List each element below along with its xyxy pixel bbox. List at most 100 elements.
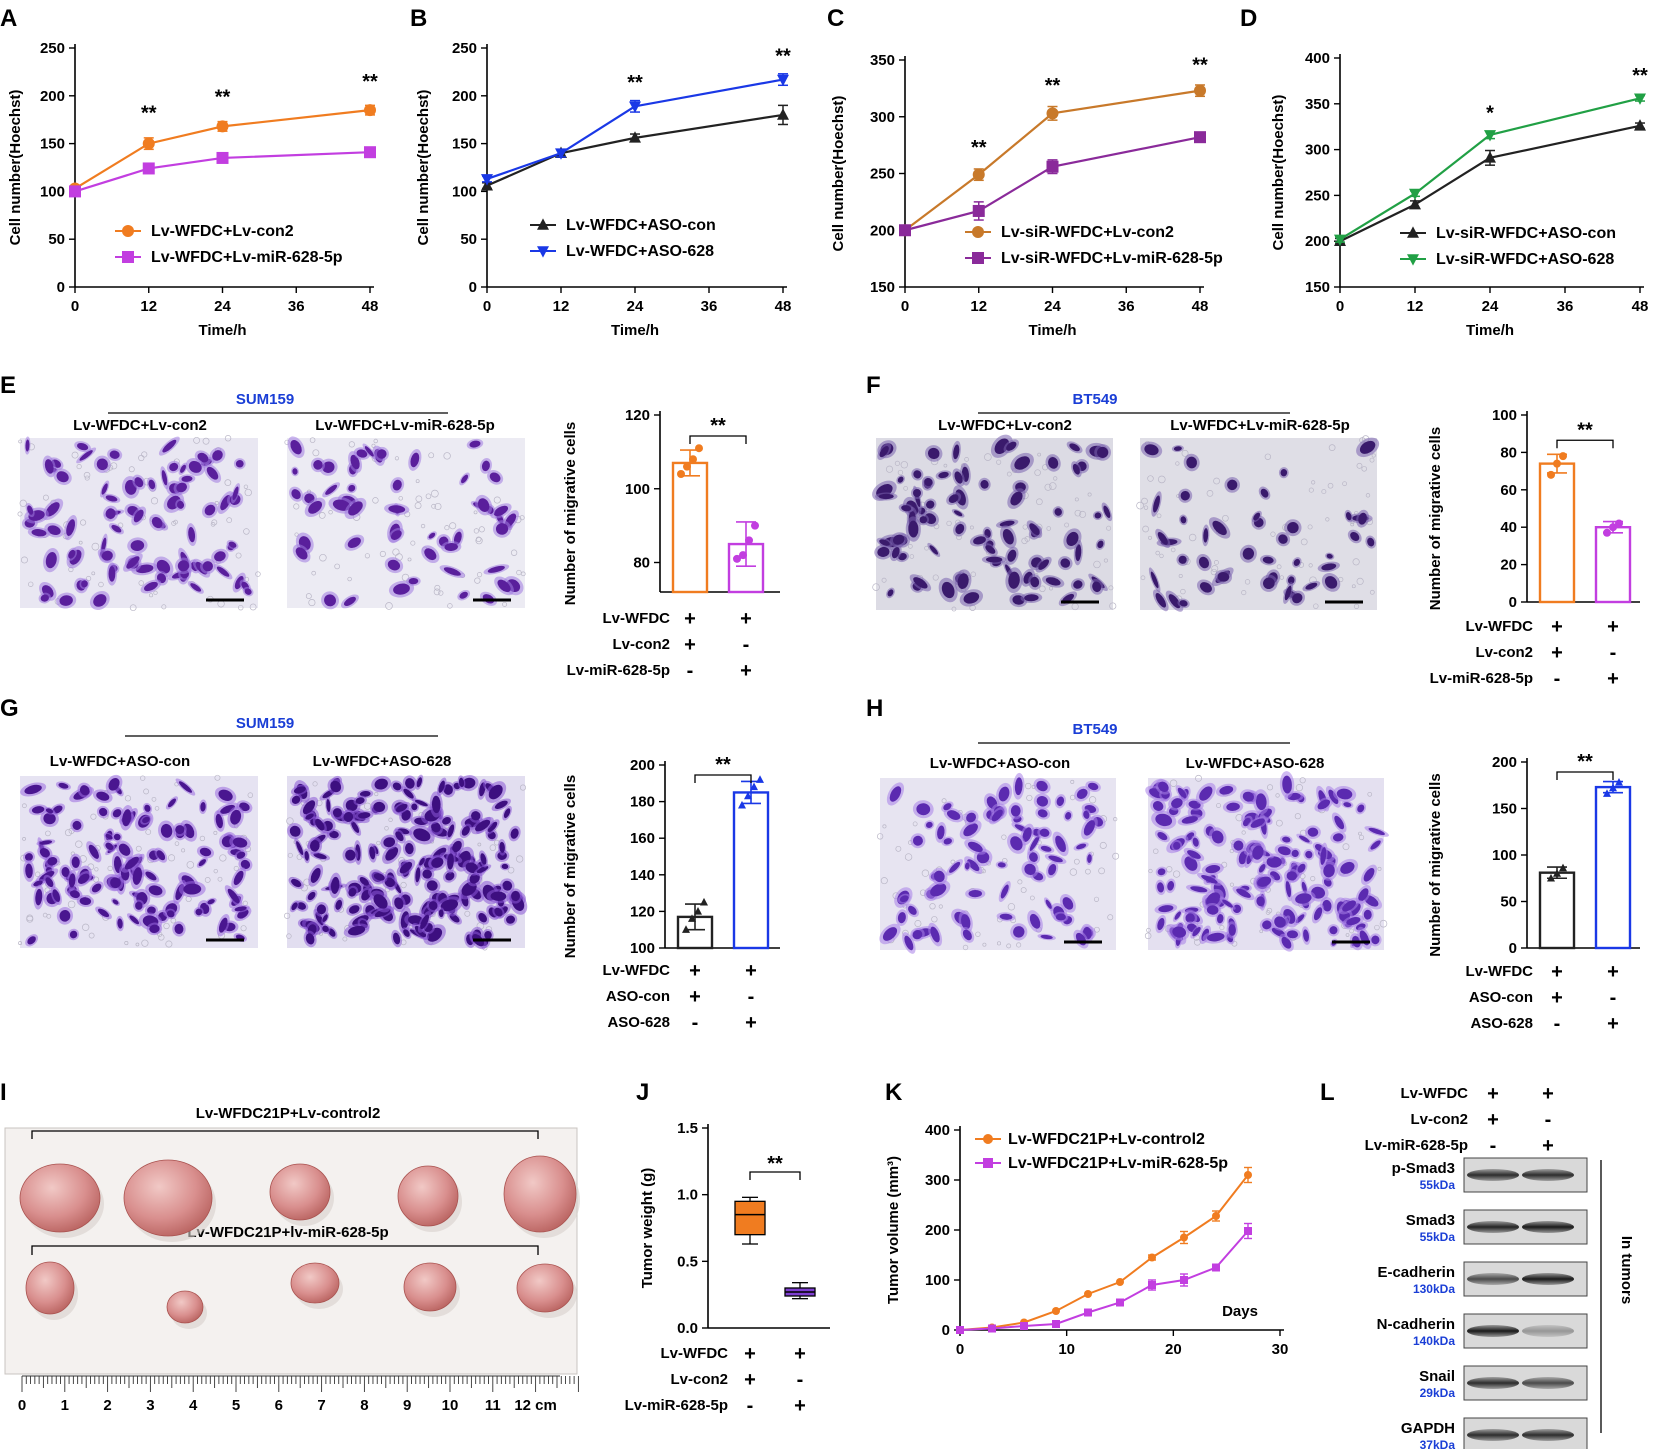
series-line — [486, 78, 784, 181]
cell — [35, 888, 43, 906]
condition-mark: + — [745, 1012, 757, 1034]
cell — [24, 784, 42, 795]
condition-mark: - — [1490, 1135, 1497, 1157]
condition-mark: - — [747, 1395, 754, 1417]
pore — [449, 522, 457, 530]
cell — [968, 890, 982, 898]
cell — [291, 902, 298, 911]
data-point — [1052, 1307, 1060, 1315]
cell — [943, 803, 952, 811]
tumor — [516, 1263, 574, 1313]
cell — [1219, 785, 1234, 795]
cell — [1199, 582, 1212, 593]
cell — [97, 908, 110, 918]
pore — [28, 581, 34, 587]
cell — [1258, 863, 1266, 873]
cell — [1292, 593, 1303, 604]
pore — [1264, 453, 1272, 460]
cell — [392, 479, 402, 491]
cell — [332, 808, 342, 818]
pore — [364, 553, 370, 559]
x-tick-label: 12 — [970, 298, 987, 315]
cell — [79, 450, 93, 461]
cell — [403, 788, 414, 799]
sample-point — [1559, 863, 1567, 872]
pore — [1098, 867, 1105, 875]
pore — [385, 602, 393, 610]
pore — [243, 484, 249, 489]
cell — [359, 877, 369, 886]
pore — [941, 798, 947, 804]
x-tick-label: 48 — [775, 298, 792, 315]
pore — [872, 583, 880, 591]
legend-entry: Lv-WFDC+Lv-miR-628-5p — [151, 249, 343, 266]
cell — [1370, 840, 1381, 850]
sample-point — [744, 791, 752, 800]
cell — [220, 804, 235, 814]
pore — [473, 510, 478, 515]
pore — [996, 941, 1002, 946]
cell — [1206, 905, 1219, 915]
condition-mark: + — [1607, 1013, 1619, 1035]
y-tick-label: 0.5 — [677, 1253, 698, 1270]
pore — [135, 942, 140, 947]
cell — [233, 870, 244, 886]
cell — [230, 809, 242, 825]
cell — [244, 588, 252, 595]
cell — [25, 439, 30, 452]
cell — [345, 849, 356, 861]
pore — [880, 877, 888, 885]
data-point — [1116, 1278, 1124, 1286]
cell — [1205, 864, 1221, 874]
pore — [476, 572, 483, 578]
cell — [488, 784, 503, 800]
cell — [1185, 913, 1195, 923]
cell — [145, 871, 157, 881]
cell — [156, 559, 171, 574]
cell — [469, 873, 480, 884]
cell — [1216, 914, 1224, 924]
micrographs — [17, 434, 1389, 954]
cell — [72, 820, 82, 831]
cell — [1203, 528, 1209, 543]
cell — [133, 509, 144, 523]
cell — [373, 801, 386, 813]
ruler-label: 7 — [317, 1397, 325, 1414]
cell — [376, 449, 387, 459]
cell — [1155, 593, 1167, 608]
bar — [1594, 785, 1632, 950]
pore — [1299, 777, 1306, 784]
cell — [374, 778, 388, 790]
data-point — [1052, 1320, 1060, 1328]
legend-entry: Lv-siR-WFDC+ASO-con — [1436, 225, 1616, 242]
pore — [410, 540, 416, 546]
cell — [40, 594, 49, 602]
cell — [431, 857, 444, 868]
pore — [84, 475, 90, 481]
cell — [234, 575, 244, 590]
cell — [477, 498, 490, 512]
pore — [1172, 870, 1181, 878]
legend-entry: Lv-WFDC21P+Lv-miR-628-5p — [1008, 1155, 1228, 1172]
cell — [126, 556, 140, 569]
pore — [1213, 560, 1219, 565]
cell — [315, 818, 325, 831]
pore — [924, 545, 929, 551]
cell — [899, 895, 909, 903]
pore — [1188, 533, 1197, 542]
pore — [433, 588, 441, 596]
condition-mark: + — [1607, 961, 1619, 983]
pore — [91, 571, 96, 576]
sample-point — [756, 775, 764, 783]
cell — [1217, 572, 1230, 582]
cell — [1343, 802, 1352, 808]
cell — [330, 780, 342, 793]
series-line — [904, 136, 1201, 232]
pore — [1345, 933, 1350, 937]
tumor — [123, 1159, 213, 1237]
cell — [388, 505, 406, 514]
legend-entry: Lv-WFDC+Lv-con2 — [151, 223, 294, 240]
cell — [59, 909, 71, 922]
data-point — [216, 120, 229, 133]
cell — [1065, 812, 1072, 820]
